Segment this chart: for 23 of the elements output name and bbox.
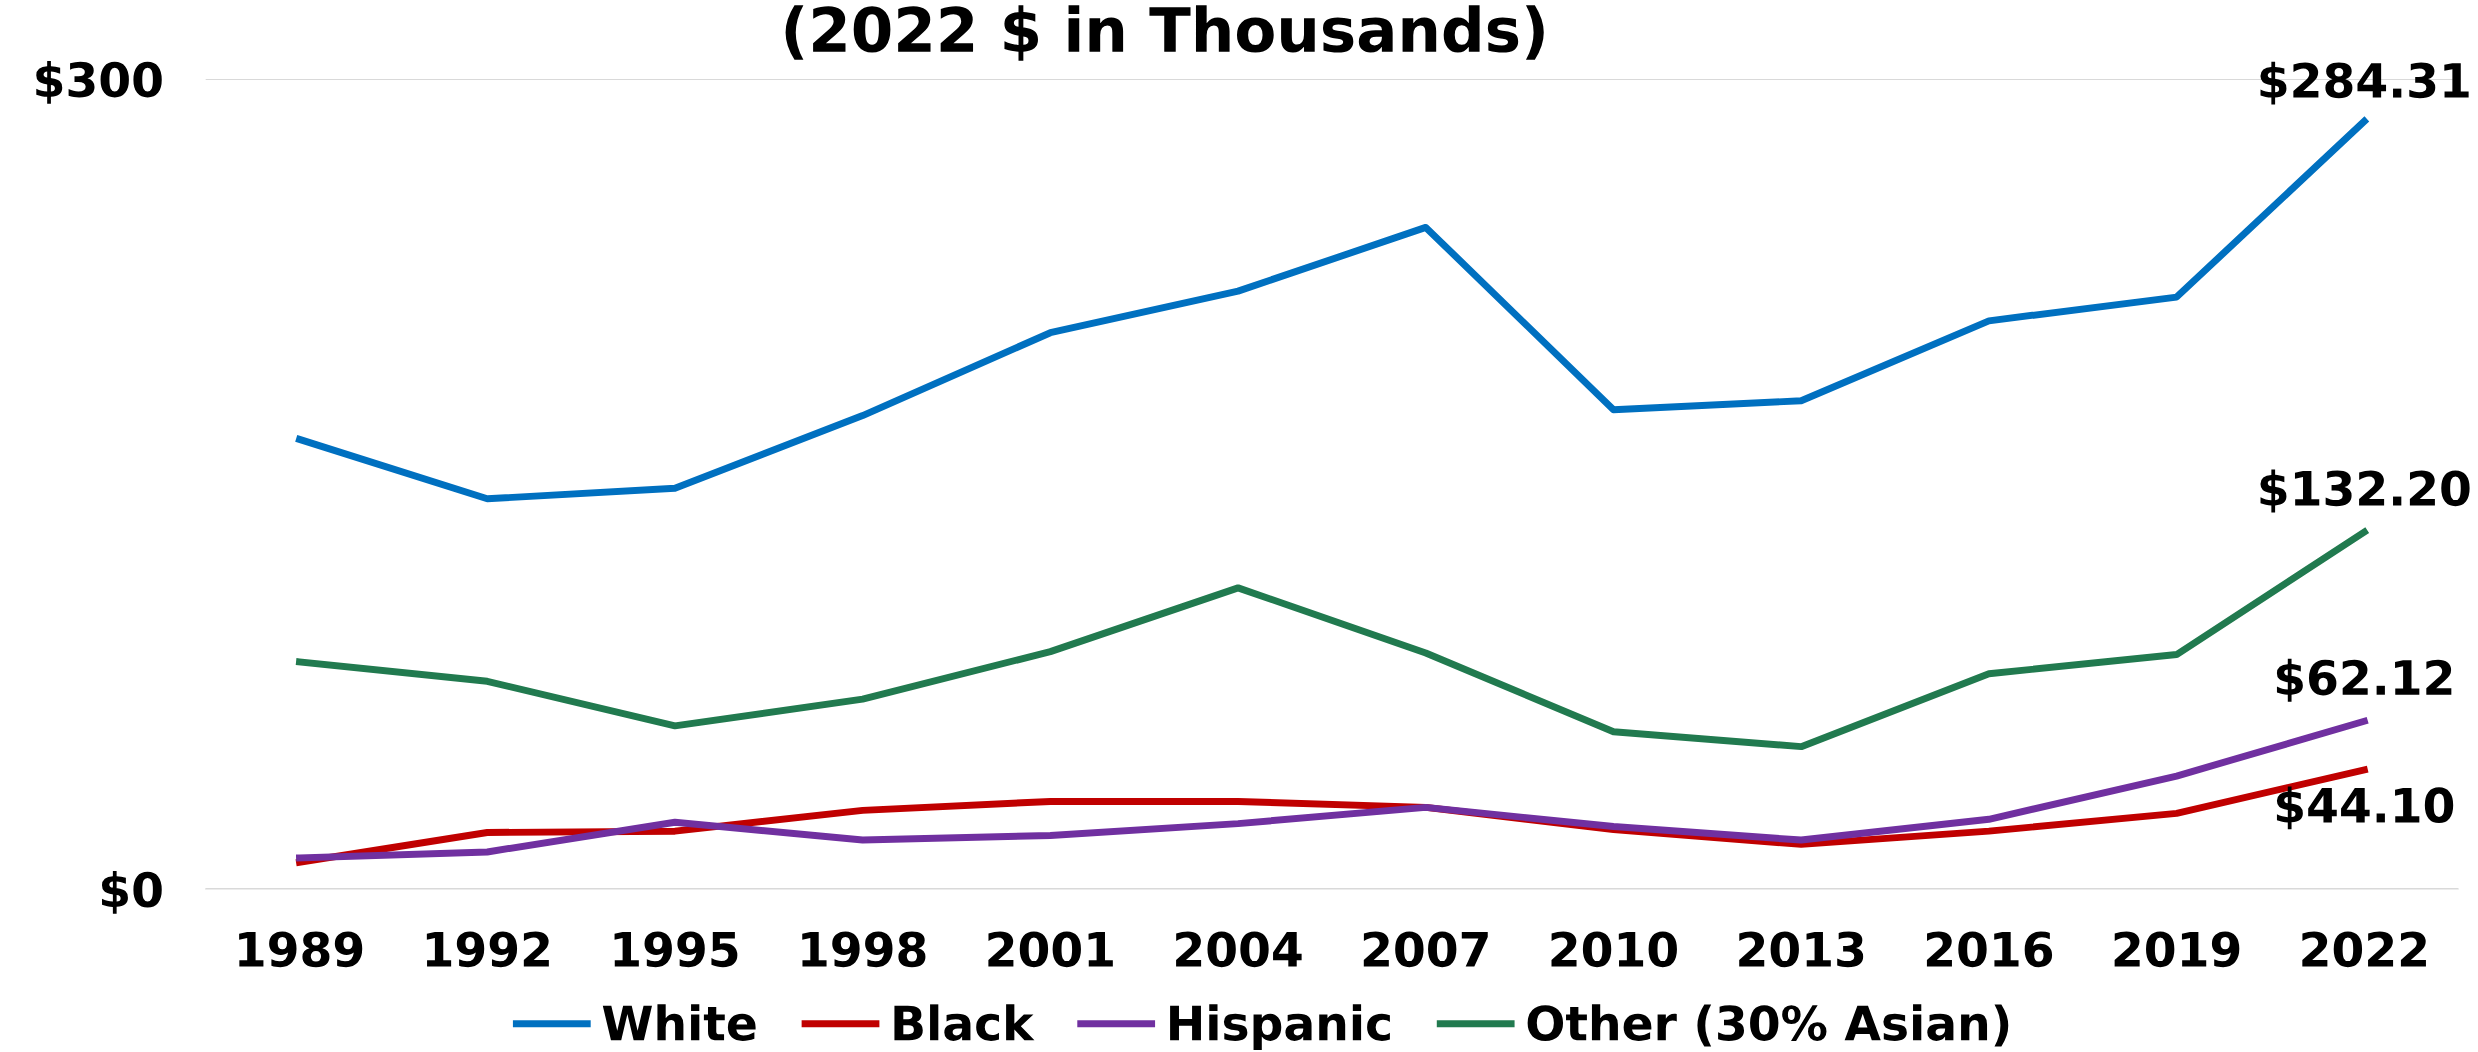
x-tick-label: 2007 xyxy=(1363,931,1488,968)
data-label: $132.20 xyxy=(2260,469,2470,513)
x-tick-label: 2001 xyxy=(988,931,1113,968)
x-tick-label: 2010 xyxy=(1551,931,1677,968)
y-tick-label: $300 xyxy=(36,60,162,104)
data-label: $44.10 xyxy=(2276,786,2454,830)
legend-label: Black xyxy=(894,1004,1035,1041)
x-tick-label: 1992 xyxy=(426,931,549,968)
data-label: $62.12 xyxy=(2276,658,2452,702)
legend-label: White xyxy=(602,1004,756,1041)
chart-title: (2022 $ in Thousands) xyxy=(785,5,1544,61)
x-tick-label: 2016 xyxy=(1926,931,2053,968)
x-tick-label: 1995 xyxy=(614,931,738,968)
x-tick-label: 1989 xyxy=(239,931,363,968)
x-tick-label: 2022 xyxy=(2302,931,2426,968)
legend-label: Hispanic xyxy=(1170,1004,1390,1051)
data-label: $284.31 xyxy=(2260,61,2469,105)
x-tick-label: 2013 xyxy=(1739,931,1864,968)
x-tick-label: 2019 xyxy=(2114,931,2240,968)
legend-label: Other (30% Asian) xyxy=(1527,1004,2009,1047)
x-tick-label: 2004 xyxy=(1176,931,1302,968)
y-tick-label: $0 xyxy=(101,871,162,914)
x-tick-label: 1998 xyxy=(802,931,926,968)
